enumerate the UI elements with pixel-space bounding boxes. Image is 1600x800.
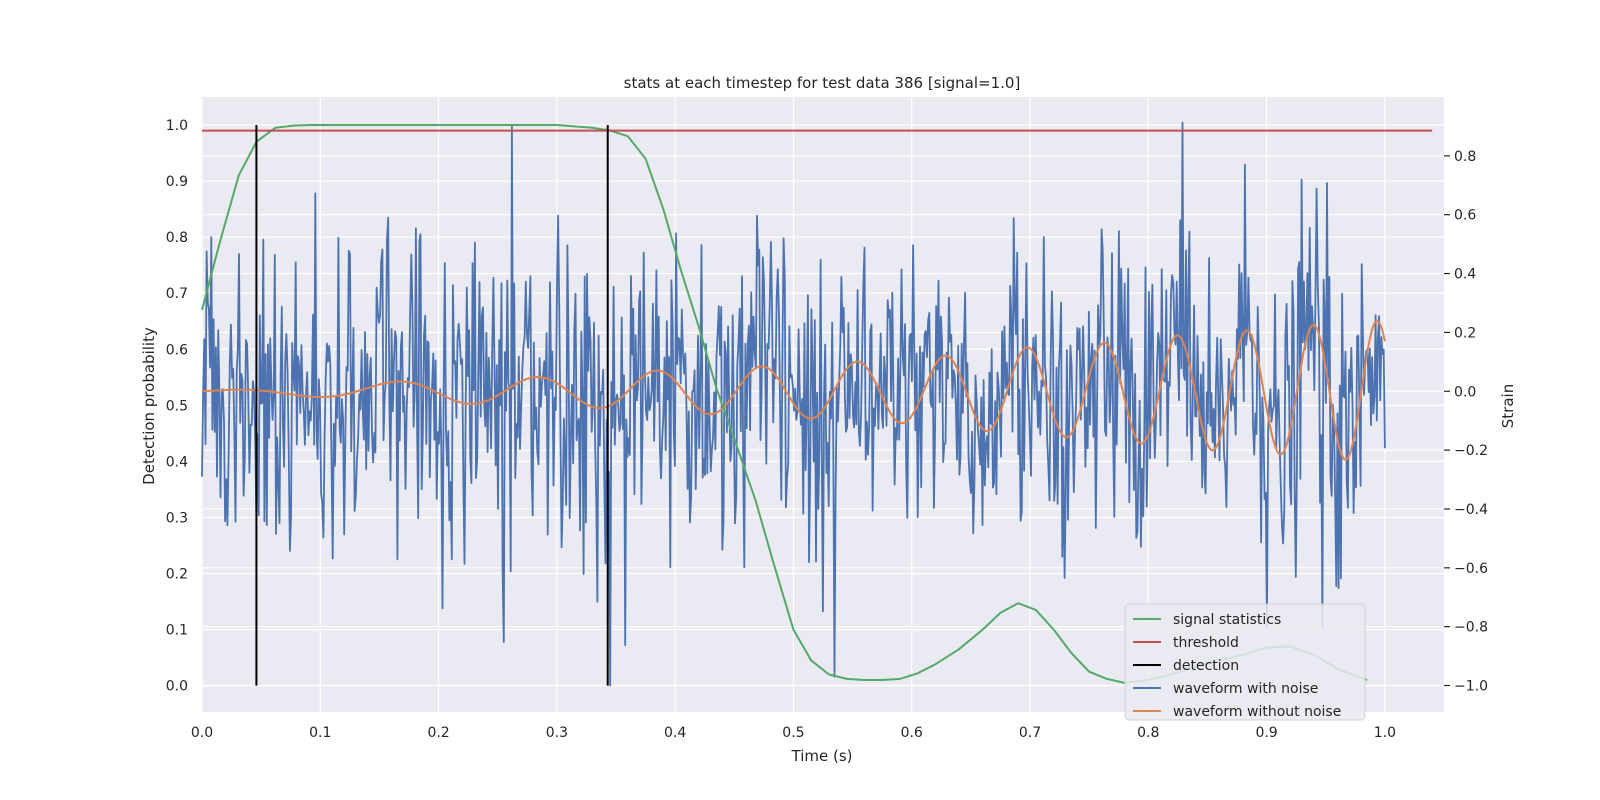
x-tick-label: 0.5 — [782, 725, 804, 741]
chart-title: stats at each timestep for test data 386… — [624, 74, 1021, 92]
legend-label: waveform with noise — [1173, 681, 1318, 697]
y2-tick-label: −1.0 — [1454, 679, 1488, 695]
y-tick-label: 0.3 — [166, 510, 188, 526]
y-axis-title: Detection probability — [140, 327, 158, 485]
y2-tick-label: −0.2 — [1454, 443, 1488, 459]
left-axis-ticks: 0.0 0.1 0.2 0.3 0.4 0.5 0.6 0.7 0.8 0.9 1.0 — [166, 118, 188, 695]
legend-box — [1124, 603, 1366, 721]
y2-tick-label: 0.4 — [1454, 267, 1476, 283]
legend-label: waveform without noise — [1173, 704, 1341, 720]
y-tick-label: 0.7 — [166, 286, 188, 302]
y2-tick-label: 0.8 — [1454, 149, 1476, 165]
x-tick-label: 0.0 — [191, 725, 213, 741]
y2-tick-label: −0.4 — [1454, 502, 1488, 518]
x-axis-ticks: 0.0 0.1 0.2 0.3 0.4 0.5 0.6 0.7 0.8 0.9 1.0 — [191, 725, 1396, 741]
x-tick-label: 0.4 — [664, 725, 686, 741]
legend: signal statistics threshold detection wavef… — [1124, 603, 1366, 721]
y-tick-label: 0.1 — [166, 623, 188, 639]
series-waveform-with-noise — [201, 121, 1386, 687]
y-tick-label: 0.2 — [166, 567, 188, 583]
series-waveform-without-noise — [201, 320, 1386, 461]
y-tick-label: 1.0 — [166, 118, 188, 134]
x-tick-label: 0.3 — [546, 725, 568, 741]
x-axis-title: Time (s) — [791, 747, 853, 765]
y2-tick-label: 0.0 — [1454, 384, 1476, 400]
legend-label: threshold — [1173, 635, 1239, 651]
x-tick-label: 0.8 — [1137, 725, 1159, 741]
y2-tick-label: 0.2 — [1454, 325, 1476, 341]
y2-tick-label: −0.8 — [1454, 620, 1488, 636]
x-tick-label: 0.6 — [901, 725, 923, 741]
y-tick-label: 0.9 — [166, 174, 188, 190]
right-axis-ticks: −1.0 −0.8 −0.6 −0.4 −0.2 0.0 0.2 0.4 0.6 0.8 — [1444, 149, 1488, 695]
x-tick-label: 0.9 — [1255, 725, 1277, 741]
y-tick-label: 0.8 — [166, 230, 188, 246]
y-tick-label: 0.0 — [166, 679, 188, 695]
y-tick-label: 0.5 — [166, 398, 188, 414]
y2-axis-title: Strain — [1499, 384, 1517, 428]
y-tick-label: 0.4 — [166, 454, 188, 470]
x-tick-label: 0.7 — [1019, 725, 1041, 741]
y-tick-label: 0.6 — [166, 342, 188, 358]
x-tick-label: 0.1 — [309, 725, 331, 741]
y2-tick-label: −0.6 — [1454, 561, 1488, 577]
legend-label: signal statistics — [1173, 612, 1281, 628]
x-tick-label: 1.0 — [1374, 725, 1396, 741]
legend-label: detection — [1173, 658, 1239, 674]
x-tick-label: 0.2 — [427, 725, 449, 741]
y2-tick-label: 0.6 — [1454, 208, 1476, 224]
